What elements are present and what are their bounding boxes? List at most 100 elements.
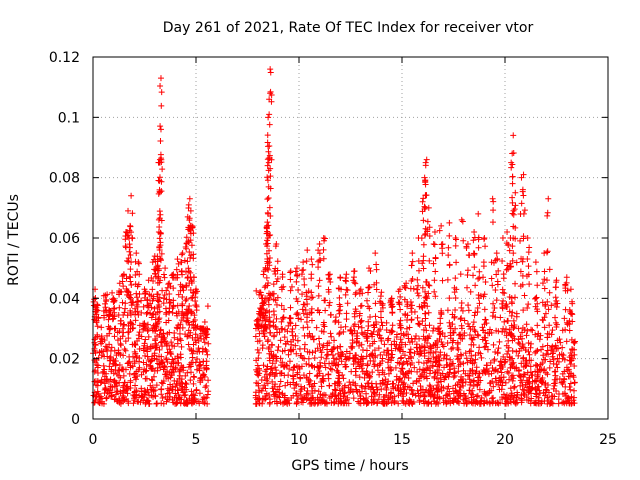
data-point bbox=[181, 257, 188, 264]
data-point bbox=[377, 308, 384, 315]
data-point bbox=[462, 393, 469, 400]
data-point bbox=[136, 329, 143, 336]
data-point bbox=[416, 397, 423, 404]
data-point bbox=[98, 352, 105, 359]
data-point bbox=[430, 240, 437, 247]
data-point bbox=[384, 381, 391, 388]
data-point bbox=[510, 375, 517, 382]
data-point bbox=[534, 383, 541, 390]
data-point bbox=[255, 372, 262, 379]
data-point bbox=[131, 389, 138, 396]
data-point bbox=[272, 364, 279, 371]
data-point bbox=[186, 361, 193, 368]
data-point bbox=[396, 320, 403, 327]
data-point bbox=[330, 400, 337, 407]
data-point bbox=[511, 323, 518, 330]
data-point bbox=[379, 355, 386, 362]
data-point bbox=[418, 387, 425, 394]
data-point bbox=[106, 341, 113, 348]
data-point bbox=[402, 341, 409, 348]
data-point bbox=[273, 370, 280, 377]
data-point bbox=[132, 382, 139, 389]
data-point bbox=[422, 192, 429, 199]
data-point bbox=[416, 351, 423, 358]
data-point bbox=[490, 341, 497, 348]
data-point bbox=[287, 276, 294, 283]
data-point bbox=[306, 310, 313, 317]
data-point bbox=[493, 327, 500, 334]
data-point bbox=[370, 396, 377, 403]
data-point bbox=[486, 389, 493, 396]
data-point bbox=[413, 341, 420, 348]
data-point bbox=[539, 343, 546, 350]
data-point bbox=[475, 292, 482, 299]
data-point bbox=[385, 364, 392, 371]
data-point bbox=[110, 295, 117, 302]
data-point bbox=[342, 274, 349, 281]
data-point bbox=[93, 306, 100, 313]
data-point bbox=[275, 343, 282, 350]
data-point bbox=[194, 348, 201, 355]
data-point bbox=[436, 335, 443, 342]
data-point bbox=[357, 319, 364, 326]
data-point bbox=[301, 384, 308, 391]
data-point bbox=[278, 302, 285, 309]
data-point bbox=[108, 393, 115, 400]
data-point bbox=[159, 343, 166, 350]
data-point bbox=[507, 396, 514, 403]
data-point bbox=[182, 372, 189, 379]
data-point bbox=[261, 298, 268, 305]
data-point bbox=[527, 363, 534, 370]
data-point bbox=[508, 332, 515, 339]
data-point bbox=[148, 304, 155, 311]
data-point bbox=[205, 340, 212, 347]
data-point bbox=[470, 334, 477, 341]
data-point bbox=[523, 332, 530, 339]
data-point bbox=[545, 306, 552, 313]
data-point bbox=[405, 375, 412, 382]
data-point bbox=[424, 357, 431, 364]
data-point bbox=[518, 174, 525, 181]
data-point bbox=[456, 399, 463, 406]
data-point bbox=[303, 289, 310, 296]
data-point bbox=[106, 357, 113, 364]
data-point bbox=[330, 344, 337, 351]
data-point bbox=[266, 247, 272, 254]
data-point bbox=[143, 367, 150, 374]
data-point bbox=[519, 382, 526, 389]
data-point bbox=[272, 381, 279, 388]
data-point bbox=[203, 348, 210, 355]
data-point bbox=[336, 310, 343, 317]
data-point bbox=[377, 334, 384, 341]
data-point bbox=[566, 321, 573, 328]
data-point bbox=[365, 289, 372, 296]
data-point bbox=[476, 300, 483, 307]
data-point bbox=[280, 314, 287, 321]
data-point bbox=[366, 342, 373, 349]
data-point bbox=[190, 274, 197, 281]
data-point bbox=[264, 363, 271, 370]
data-point bbox=[98, 379, 105, 386]
data-point bbox=[483, 392, 490, 399]
data-point bbox=[434, 344, 441, 351]
data-point bbox=[108, 389, 115, 396]
data-point bbox=[462, 350, 469, 357]
data-point bbox=[475, 210, 482, 217]
data-point bbox=[435, 353, 442, 360]
data-point bbox=[136, 392, 143, 399]
data-point bbox=[486, 380, 493, 387]
data-point bbox=[267, 365, 274, 372]
data-point bbox=[287, 269, 294, 276]
data-point bbox=[125, 398, 132, 405]
data-point bbox=[407, 349, 414, 356]
data-point bbox=[161, 292, 168, 299]
data-point bbox=[416, 303, 423, 310]
data-point bbox=[190, 230, 197, 237]
data-point bbox=[141, 342, 148, 349]
data-point bbox=[417, 383, 424, 390]
data-point bbox=[451, 313, 458, 320]
data-point bbox=[172, 364, 179, 371]
data-point bbox=[269, 342, 276, 349]
data-point bbox=[411, 364, 418, 371]
